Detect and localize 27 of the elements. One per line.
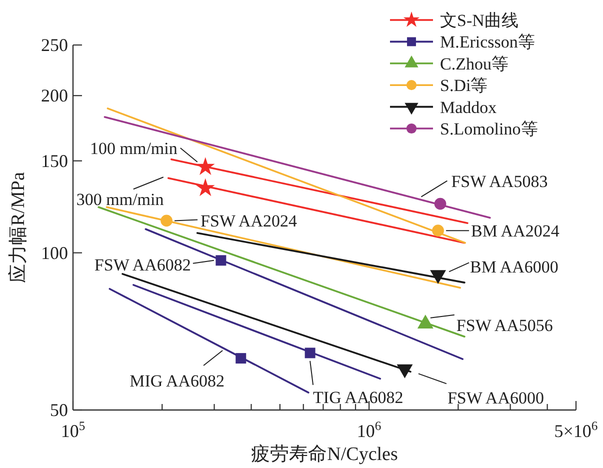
legend-label: M.Ericsson等 <box>440 32 535 52</box>
y-tick-label: 200 <box>41 86 68 106</box>
annotation: BM AA2024 <box>471 222 560 241</box>
annotation: TIG AA6082 <box>313 388 404 407</box>
annotation: FSW AA5083 <box>451 172 548 191</box>
y-tick-label: 250 <box>41 35 68 55</box>
legend-label: S.Di等 <box>440 76 488 96</box>
annotation: MIG AA6082 <box>130 372 225 390</box>
y-tick-label: 100 <box>41 242 68 263</box>
annotation: FSW AA5056 <box>456 316 553 335</box>
annotation: 100 mm/min <box>90 138 178 158</box>
y-axis-title: 应力幅R/MPa <box>7 172 29 283</box>
annotation: FSW AA6082 <box>94 255 191 274</box>
y-tick-label: 50 <box>50 400 68 420</box>
x-tick-label: 5×10$^{6}$ <box>554 419 598 441</box>
legend-label: C.Zhou等 <box>440 54 508 74</box>
x-tick-label: 10$^{5}$ <box>60 419 86 441</box>
x-tick-label: 10$^{6}$ <box>356 419 382 441</box>
annotation: BM AA6000 <box>470 258 558 277</box>
legend-label: S.Lomolino等 <box>440 120 538 138</box>
legend-label: 文S-N曲线 <box>440 11 518 30</box>
legend-label: Maddox <box>440 98 498 117</box>
y-tick-label: 150 <box>41 150 68 171</box>
annotation: FSW AA6000 <box>447 388 544 408</box>
annotation: FSW AA2024 <box>200 212 298 231</box>
x-axis-title: 疲劳寿命N/Cycles <box>251 444 398 465</box>
annotation: 300 mm/min <box>76 190 164 210</box>
